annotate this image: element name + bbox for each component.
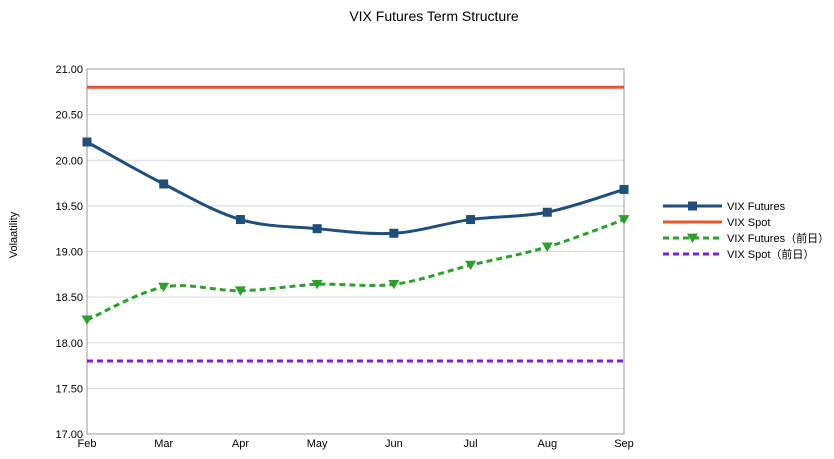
series-line-2 bbox=[86, 218, 625, 322]
legend-label-1: VIX Spot bbox=[727, 217, 770, 229]
chart-title: VIX Futures Term Structure bbox=[349, 8, 519, 24]
x-tick-label: Mar bbox=[154, 438, 173, 450]
data-point-triangle bbox=[234, 286, 246, 296]
x-tick-label: Jun bbox=[385, 438, 403, 450]
y-tick-label: 20.00 bbox=[55, 155, 83, 167]
x-tick-label: Sep bbox=[614, 438, 634, 450]
x-tick-label: Apr bbox=[232, 438, 249, 450]
data-point-square bbox=[312, 224, 322, 234]
y-axis-ticks: 17.00 17.50 18.00 18.50 19.00 19.50 20.00 20.50… bbox=[55, 64, 83, 441]
data-point-triangle bbox=[465, 260, 477, 271]
y-tick-label: 21.00 bbox=[55, 64, 83, 76]
data-point-square bbox=[466, 215, 476, 225]
x-tick-label: Jul bbox=[464, 438, 478, 450]
legend-label-0: VIX Futures bbox=[727, 201, 786, 213]
data-point-square bbox=[389, 228, 399, 238]
x-tick-label: Aug bbox=[537, 438, 557, 450]
data-point-triangle bbox=[687, 233, 698, 243]
legend-label-2: VIX Futures（前日） bbox=[727, 231, 829, 245]
data-point-square bbox=[82, 137, 92, 147]
y-tick-label: 20.50 bbox=[55, 110, 83, 122]
series-lines bbox=[81, 85, 630, 363]
data-point-square bbox=[159, 179, 169, 189]
legend-label-3: VIX Spot（前日） bbox=[727, 247, 814, 261]
data-point-triangle bbox=[158, 282, 170, 293]
y-tick-label: 18.00 bbox=[55, 338, 83, 350]
data-point-square bbox=[688, 201, 697, 211]
x-tick-label: Feb bbox=[78, 438, 97, 450]
data-point-square bbox=[619, 184, 629, 194]
data-point-triangle bbox=[81, 315, 93, 325]
gridlines bbox=[87, 68, 624, 435]
data-point-triangle bbox=[541, 242, 553, 252]
plot-area-border bbox=[86, 68, 625, 435]
data-point-triangle bbox=[618, 215, 630, 225]
y-axis-label: Volaatility bbox=[8, 211, 20, 258]
y-tick-label: 17.50 bbox=[55, 383, 83, 395]
x-tick-label: May bbox=[307, 438, 328, 450]
data-point-triangle bbox=[388, 279, 400, 290]
x-axis-ticks: Feb Mar Apr May Jun Jul Aug Sep bbox=[78, 438, 634, 450]
legend: VIX Futures VIX Spot VIX Futures（前日） VIX Sp… bbox=[663, 201, 829, 261]
y-tick-label: 18.50 bbox=[55, 292, 83, 304]
y-tick-label: 19.50 bbox=[55, 201, 83, 213]
data-point-square bbox=[542, 207, 552, 217]
data-point-triangle bbox=[311, 279, 323, 290]
y-tick-label: 19.00 bbox=[55, 247, 83, 259]
y-tick-label: 17.00 bbox=[55, 429, 83, 441]
data-point-square bbox=[235, 215, 245, 225]
